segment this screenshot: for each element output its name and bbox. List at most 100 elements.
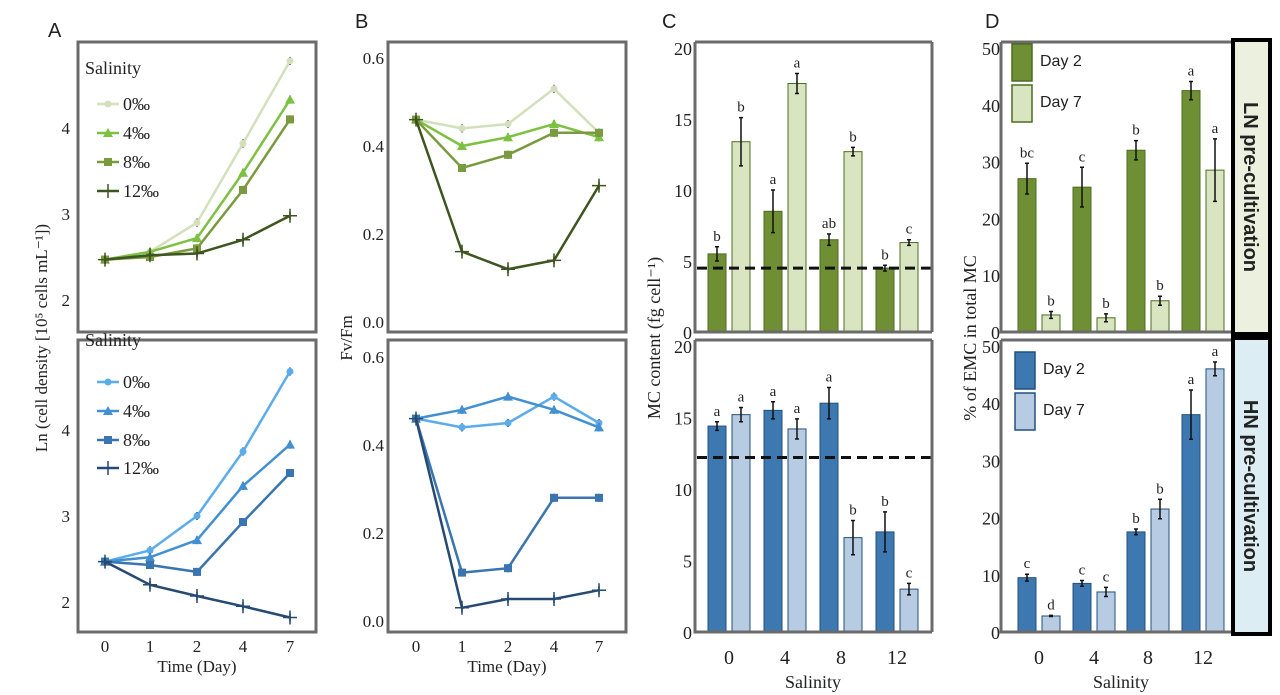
panel-letter: C [662, 11, 676, 33]
legend-swatch [1011, 43, 1033, 82]
y-tick-label: 10 [674, 480, 692, 500]
data-point-plus [547, 592, 561, 606]
significance-letter: b [737, 100, 745, 116]
significance-letter: ab [822, 216, 836, 232]
y-tick-label: 0 [683, 323, 692, 343]
bar-LN-day2: ab [819, 216, 839, 333]
error-bar [771, 189, 775, 234]
y-tick-label: 0 [991, 623, 1000, 643]
legend-label: 8‰ [123, 430, 150, 450]
bar [1126, 149, 1146, 333]
bar [1017, 178, 1037, 333]
significance-letter: d [1047, 597, 1055, 613]
y-tick-label: 15 [674, 409, 692, 429]
error-bar [1080, 166, 1084, 208]
significance-letter: a [794, 401, 801, 417]
y-tick-label: 0.6 [363, 348, 384, 367]
data-point-square [550, 493, 558, 502]
significance-letter: a [770, 384, 777, 400]
bar [843, 151, 863, 333]
data-point-plus [190, 246, 204, 261]
data-point-plus [143, 577, 157, 592]
y-tick-label: 30 [982, 153, 1000, 173]
data-point-square [286, 115, 294, 124]
significance-letter: c [906, 565, 913, 581]
data-point-triangle [103, 128, 113, 137]
x-tick-label: 8 [1143, 647, 1153, 669]
legend-label: 4‰ [123, 123, 150, 143]
bar-HN-day7: a [731, 389, 751, 633]
data-point-triangle [594, 422, 604, 432]
x-tick-label: 2 [193, 637, 202, 656]
bar [763, 409, 783, 633]
series-line [414, 418, 599, 574]
data-point-triangle [503, 132, 513, 142]
bar-HN-day2: a [1181, 372, 1201, 633]
bar-HN-day2: a [763, 384, 783, 633]
significance-letter: c [1103, 569, 1110, 585]
significance-letter: b [849, 129, 857, 145]
y-tick-label: 5 [683, 252, 692, 272]
series-LN-4‰ [100, 94, 295, 264]
error-bar [1049, 310, 1053, 320]
data-point-plus [547, 253, 561, 268]
error-bar [1025, 162, 1029, 195]
x-tick-label: 7 [286, 637, 295, 656]
significance-letter: c [1079, 149, 1086, 165]
series-HN-8‰ [412, 414, 603, 577]
data-point-square [458, 164, 466, 172]
significance-letter: b [1156, 278, 1164, 294]
y-tick-label: 3 [62, 507, 71, 526]
significance-letter: b [881, 247, 889, 263]
bar-LN-day7: a [787, 56, 807, 333]
error-bar [1189, 80, 1193, 101]
significance-letter: bc [1020, 145, 1035, 161]
data-point-square [595, 128, 603, 137]
panel-letter: D [985, 11, 999, 33]
plot-axes [693, 42, 932, 334]
data-point-square [504, 150, 512, 159]
error-bar [851, 146, 855, 157]
series-LN-12‰ [98, 208, 297, 267]
panel-letter: B [355, 11, 368, 33]
significance-letter: a [1188, 372, 1195, 388]
y-tick-label: 3 [62, 205, 71, 224]
bar-HN-day2: c [1072, 563, 1092, 633]
bar-LN-day7: b [731, 100, 751, 333]
data-point-circle [550, 393, 558, 401]
bar-HN-day7: a [1205, 344, 1225, 633]
data-point-plus [409, 112, 423, 127]
significance-letter: b [1102, 296, 1110, 312]
series-HN-12‰ [409, 411, 606, 615]
y-tick-label: 20 [674, 337, 692, 357]
bar [1181, 90, 1201, 333]
error-bar [1134, 528, 1138, 536]
y-axis-label: Ln (cell density [10⁵ cells mL⁻¹]) [32, 224, 51, 452]
data-point-plus [455, 244, 469, 259]
data-point-circle [104, 378, 112, 386]
plot-frame [76, 40, 318, 334]
bar-LN-day2: a [763, 172, 783, 333]
y-tick-label: 0.0 [363, 313, 384, 332]
data-point-plus [101, 184, 115, 198]
data-point-square [193, 567, 201, 576]
data-point-square [458, 568, 466, 577]
significance-letter: c [1024, 556, 1031, 572]
data-point-plus [101, 461, 115, 475]
series-HN-12‰ [98, 554, 297, 625]
data-point-circle [104, 100, 112, 108]
data-point-circle [458, 423, 466, 431]
data-point-circle [239, 139, 247, 147]
error-bar [907, 238, 911, 247]
error-bar [1134, 139, 1138, 161]
data-point-plus [190, 588, 204, 603]
x-tick-label: 4 [780, 647, 790, 669]
data-point-square [286, 469, 294, 477]
bar-LN-day2: b [875, 247, 895, 333]
data-point-triangle [192, 535, 202, 545]
significance-letter: c [906, 222, 913, 238]
significance-letter: a [770, 172, 777, 188]
error-bar [1025, 573, 1029, 582]
legend-label: 12‰ [123, 458, 159, 478]
